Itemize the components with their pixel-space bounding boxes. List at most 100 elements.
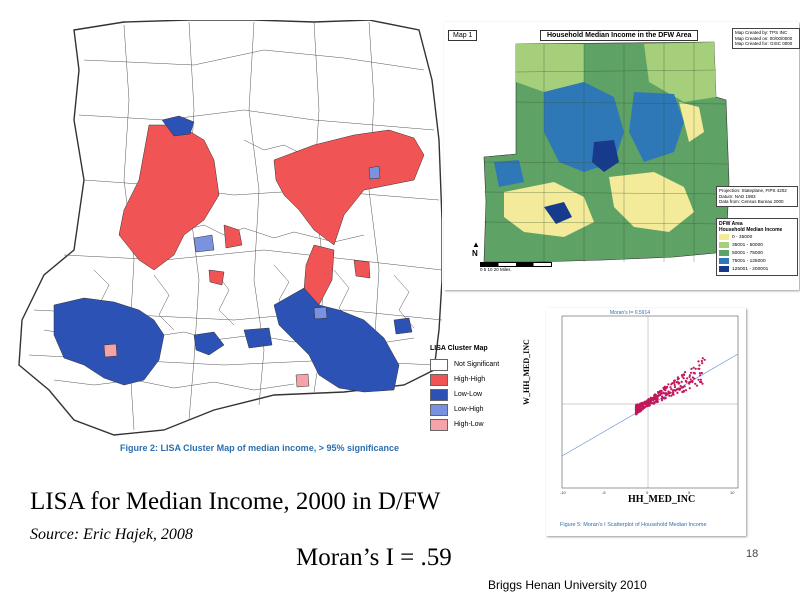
scatter-point xyxy=(688,374,691,377)
scatter-point xyxy=(670,383,673,386)
lisa-legend-item: High-Low xyxy=(430,417,510,432)
scatter-point xyxy=(684,389,688,392)
scatter-point xyxy=(682,377,685,380)
income-tract-lines xyxy=(483,42,730,262)
legend-swatch xyxy=(719,242,729,248)
scatter-point xyxy=(684,379,687,383)
legend-swatch xyxy=(719,266,729,272)
scatter-point xyxy=(700,371,703,375)
slide-source: Source: Eric Hajek, 2008 xyxy=(30,526,193,543)
scatter-point xyxy=(691,380,694,384)
low-low-clusters xyxy=(53,115,413,393)
credit-line: Map Created by: TPS INC xyxy=(735,30,788,35)
scatter-point xyxy=(688,387,691,390)
scatter-point xyxy=(642,402,645,405)
scatter-point xyxy=(653,394,656,397)
income-band-75-125k xyxy=(629,92,684,162)
legend-swatch xyxy=(719,234,729,240)
slide-footer: Briggs Henan University 2010 xyxy=(488,578,647,592)
x-tick: 5 xyxy=(688,490,691,495)
scatter-point xyxy=(701,382,704,385)
scatter-point xyxy=(660,399,664,402)
scatter-point xyxy=(703,358,706,361)
legend-label: High-High xyxy=(454,376,486,383)
scatter-point xyxy=(638,410,642,413)
scatter-point xyxy=(666,385,669,388)
slide-title: LISA for Median Income, 2000 in D/FW xyxy=(30,488,441,515)
lisa-legend-title: LISA Cluster Map xyxy=(430,345,488,352)
slide-number: 18 xyxy=(746,548,759,560)
map-1-legend-item: 0 - 35000 xyxy=(719,233,795,241)
scatter-point xyxy=(677,382,680,385)
scatter-point xyxy=(664,389,667,392)
scatter-point xyxy=(689,378,692,381)
legend-label: 35001 - 50000 xyxy=(732,242,763,248)
legend-swatch xyxy=(430,373,448,386)
income-band-75-125k xyxy=(494,160,524,187)
scatter-point xyxy=(671,393,674,396)
map-1-legend-subtitle: Household Median Income xyxy=(719,227,783,233)
scatter-point xyxy=(648,402,651,405)
lisa-legend-item: Low-Low xyxy=(430,387,510,402)
scatter-point xyxy=(674,389,677,392)
x-tick: 10 xyxy=(730,490,735,495)
legend-label: 0 - 35000 xyxy=(732,234,753,240)
lisa-cluster-map xyxy=(14,20,442,458)
scatterplot-graphic: -10 -5 0 5 10 xyxy=(560,315,739,495)
scatter-point xyxy=(688,375,691,378)
legend-label: Low-Low xyxy=(454,391,483,398)
scatter-point xyxy=(650,401,653,404)
scatter-point xyxy=(664,397,667,400)
income-map-graphic xyxy=(483,41,730,263)
map-1-legend-item: 35001 - 50000 xyxy=(719,241,795,249)
credit-line: Map Created for: GISC 0000 xyxy=(735,41,793,46)
income-band-0-35k xyxy=(609,172,694,232)
scatter-point xyxy=(655,397,659,401)
scatter-point xyxy=(690,367,693,370)
legend-swatch xyxy=(430,403,448,416)
scatter-point xyxy=(673,379,676,382)
high-high-clusters xyxy=(118,124,425,306)
legend-label: 125001 - 200001 xyxy=(732,266,769,272)
scatter-point xyxy=(659,390,662,393)
scatter-point xyxy=(691,376,694,379)
lisa-legend: LISA Cluster Map Not Significant High-Hi… xyxy=(430,345,510,432)
scatter-point xyxy=(682,386,685,389)
scatter-point xyxy=(635,403,638,406)
scatter-point xyxy=(635,412,638,415)
scatter-point xyxy=(664,392,667,395)
income-band-125-200k xyxy=(544,202,572,224)
scatter-point xyxy=(701,362,704,365)
scatter-point xyxy=(698,364,701,367)
lisa-legend-item: High-High xyxy=(430,372,510,387)
scatter-point xyxy=(697,367,700,370)
scatter-point xyxy=(692,371,695,374)
figure-2-caption: Figure 2: LISA Cluster Map of median inc… xyxy=(120,443,399,453)
scatter-point xyxy=(642,405,645,408)
scatter-point xyxy=(692,366,695,369)
scatter-point xyxy=(667,392,671,395)
x-tick: -5 xyxy=(602,490,606,495)
legend-label: 50001 - 75000 xyxy=(732,250,763,256)
map-1-title: Household Median Income in the DFW Area xyxy=(540,30,699,41)
scatter-point xyxy=(680,380,683,383)
map-1-legend-title: DFW Area xyxy=(719,221,743,227)
north-label: N xyxy=(472,249,478,258)
scatter-point xyxy=(686,377,689,380)
scale-bar: 0 5 10 20 Miles xyxy=(480,262,552,272)
scatter-point xyxy=(648,404,651,407)
scatter-point xyxy=(663,385,666,388)
scatter-point xyxy=(670,394,673,397)
scatter-point xyxy=(695,384,699,387)
income-band-125-200k xyxy=(592,140,619,172)
scatter-point xyxy=(673,381,676,384)
scatter-point xyxy=(700,380,703,384)
lisa-legend-item: Low-High xyxy=(430,402,510,417)
scatter-point xyxy=(701,357,704,360)
lisa-legend-item: Not Significant xyxy=(430,357,510,372)
scatter-point xyxy=(645,405,648,408)
map-1-credits: Map Created by: TPS INC Map Created on: … xyxy=(732,28,800,49)
scatter-point xyxy=(673,385,677,389)
legend-label: Low-High xyxy=(454,406,484,413)
scatter-point xyxy=(670,388,673,391)
